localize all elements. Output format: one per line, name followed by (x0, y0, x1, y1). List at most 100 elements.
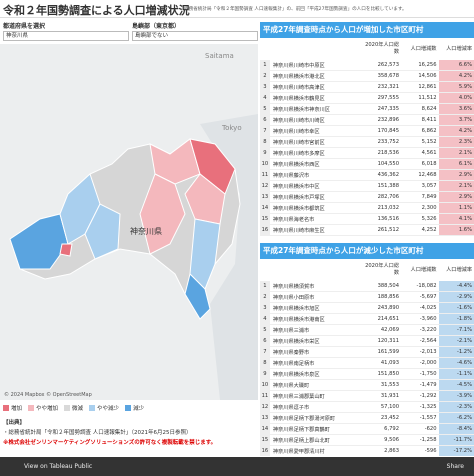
subtitle: 総務省統計局「令和２年国勢調査 人口速報集計」の、前回「平成27年国勢調査」の人… (184, 7, 407, 12)
cell: 4 (260, 93, 270, 103)
cell: 神奈川県横浜市港南区 (272, 316, 325, 323)
filter-label: 島嶼部（東京都） (132, 23, 181, 30)
cell: -4.4% (438, 281, 474, 291)
cell: 358,678 (377, 73, 400, 79)
cell: 神奈川県横浜市港北区 (272, 73, 325, 80)
region (59, 243, 73, 257)
cell: 神奈川県川崎市麻生区 (272, 227, 325, 234)
cell: -4,025 (419, 305, 437, 311)
cell: 9 (260, 369, 270, 379)
table-row: 16 神奈川県愛甲郡清川村 2,863 -596 -17.2% (260, 446, 474, 456)
cell: -1,292 (419, 393, 437, 399)
cell: 2.1% (438, 181, 474, 191)
cell: 4,252 (421, 227, 437, 233)
cell: 2,300 (421, 205, 437, 211)
cell: -2,000 (419, 360, 437, 366)
cell: 10 (260, 380, 270, 390)
legend-label: やや増加 (36, 406, 59, 412)
cell: -2.3% (438, 402, 474, 412)
region (139, 173, 186, 255)
cell: -1.2% (438, 347, 474, 357)
source-heading: 【出典】 (3, 420, 26, 426)
filter-label: 都道府県を選択 (3, 23, 46, 30)
cell: 神奈川県足柄下郡真鶴町 (272, 426, 330, 433)
attribution: © 2024 Mapbox © OpenStreetMap (4, 391, 92, 398)
table-row: 15 神奈川県海老名市 136,516 5,326 4.1% (260, 214, 474, 225)
cell: 7 (260, 347, 270, 357)
cell: 31,553 (380, 382, 400, 388)
map: Saitama Tokyo 神奈川県 © 2024 Mapbox © OpenS… (0, 44, 258, 400)
cell: 8,411 (421, 117, 437, 123)
legend: 増加 やや増加 微減 やや減少 減少 (3, 404, 144, 412)
cell: 神奈川県横浜市栄区 (272, 338, 320, 345)
cell: 15 (260, 435, 270, 445)
cell: 神奈川県横浜市鶴見区 (272, 95, 325, 102)
cell: 297,555 (377, 95, 400, 101)
cell: 6,018 (421, 161, 437, 167)
cell: 3 (260, 303, 270, 313)
table-row: 2 神奈川県小田原市 188,856 -5,697 -2.9% (260, 292, 474, 303)
cell: 4.0% (438, 93, 474, 103)
cell: 13 (260, 192, 270, 202)
cell: 神奈川県横浜市泉区 (272, 371, 320, 378)
spacer (260, 38, 270, 60)
link[interactable]: View on Tableau Public (24, 463, 93, 470)
cell: 神奈川県足柄下郡湯河原町 (272, 415, 336, 422)
table-row: 1 神奈川県川崎市中原区 262,573 16,256 6.6% (260, 60, 474, 71)
table-row: 5 神奈川県横浜市神奈川区 247,335 8,624 3.6% (260, 104, 474, 115)
cell: 2.1% (438, 148, 474, 158)
dropdown[interactable]: 島嶼部でない (132, 31, 258, 41)
cell: 神奈川県藤沢市 (272, 172, 310, 179)
legend-item: やや減少 (89, 404, 119, 412)
cell: -2,013 (419, 349, 437, 355)
cell: 41,093 (380, 360, 400, 366)
cell: 5 (260, 104, 270, 114)
cell: 16 (260, 225, 270, 235)
map-label: Tokyo (221, 124, 242, 132)
cell: 31,931 (380, 393, 400, 399)
table: 平成27年調査時点から人口が増加した市区町村 2020年人口総数 人口増減数 人口増減… (260, 22, 474, 242)
dropdown[interactable]: 神奈川県 (3, 31, 129, 41)
cell: 神奈川県横浜市都筑区 (272, 205, 325, 212)
cell: -1,325 (419, 404, 437, 410)
cell: 2 (260, 292, 270, 302)
cell: 11 (260, 391, 270, 401)
cell: 3.6% (438, 104, 474, 114)
cell: 5,152 (421, 139, 437, 145)
cell: -1.1% (438, 369, 474, 379)
legend-label: 微減 (72, 406, 84, 412)
cell: -6.2% (438, 413, 474, 423)
cell: 8 (260, 358, 270, 368)
cell: 218,536 (377, 150, 400, 156)
cell: -7.1% (438, 325, 474, 335)
table-row: 11 神奈川県三浦郡葉山町 31,931 -1,292 -3.9% (260, 391, 474, 402)
table-row: 10 神奈川県大磯町 31,553 -1,479 -4.5% (260, 380, 474, 391)
cell: -3,220 (419, 327, 437, 333)
table-row: 3 神奈川県川崎市高津区 232,321 12,861 5.9% (260, 82, 474, 93)
cell: 神奈川県大磯町 (272, 382, 310, 389)
cell: 神奈川県海老名市 (272, 216, 315, 223)
cell: -4.6% (438, 358, 474, 368)
title: 令和２年国勢調査による人口増減状況 (3, 4, 190, 17)
cell: 5,326 (421, 216, 437, 222)
region (189, 138, 236, 195)
table-row: 4 神奈川県横浜市鶴見区 297,555 11,512 4.0% (260, 93, 474, 104)
cell: 12,861 (418, 84, 437, 90)
cell: 5 (260, 325, 270, 335)
cell: -3.9% (438, 391, 474, 401)
map-label: Saitama (205, 52, 234, 60)
cell: 23,452 (380, 415, 400, 421)
share-button[interactable]: Share (446, 463, 464, 470)
table-row: 9 神奈川県川崎市多摩区 218,536 4,561 2.1% (260, 148, 474, 159)
table-row: 13 神奈川県足柄下郡湯河原町 23,452 -1,557 -6.2% (260, 413, 474, 424)
spacer (260, 259, 270, 281)
cell: 神奈川県横浜市戸塚区 (272, 194, 325, 201)
cell: -2.9% (438, 292, 474, 302)
cell: 2,863 (384, 448, 400, 454)
table-row: 12 神奈川県横浜市中区 151,388 3,057 2.1% (260, 181, 474, 192)
cell: 436,362 (377, 172, 400, 178)
column-header: 人口増減率 (446, 266, 473, 273)
cell: 13 (260, 413, 270, 423)
cell: 10 (260, 159, 270, 169)
cell: 7 (260, 126, 270, 136)
